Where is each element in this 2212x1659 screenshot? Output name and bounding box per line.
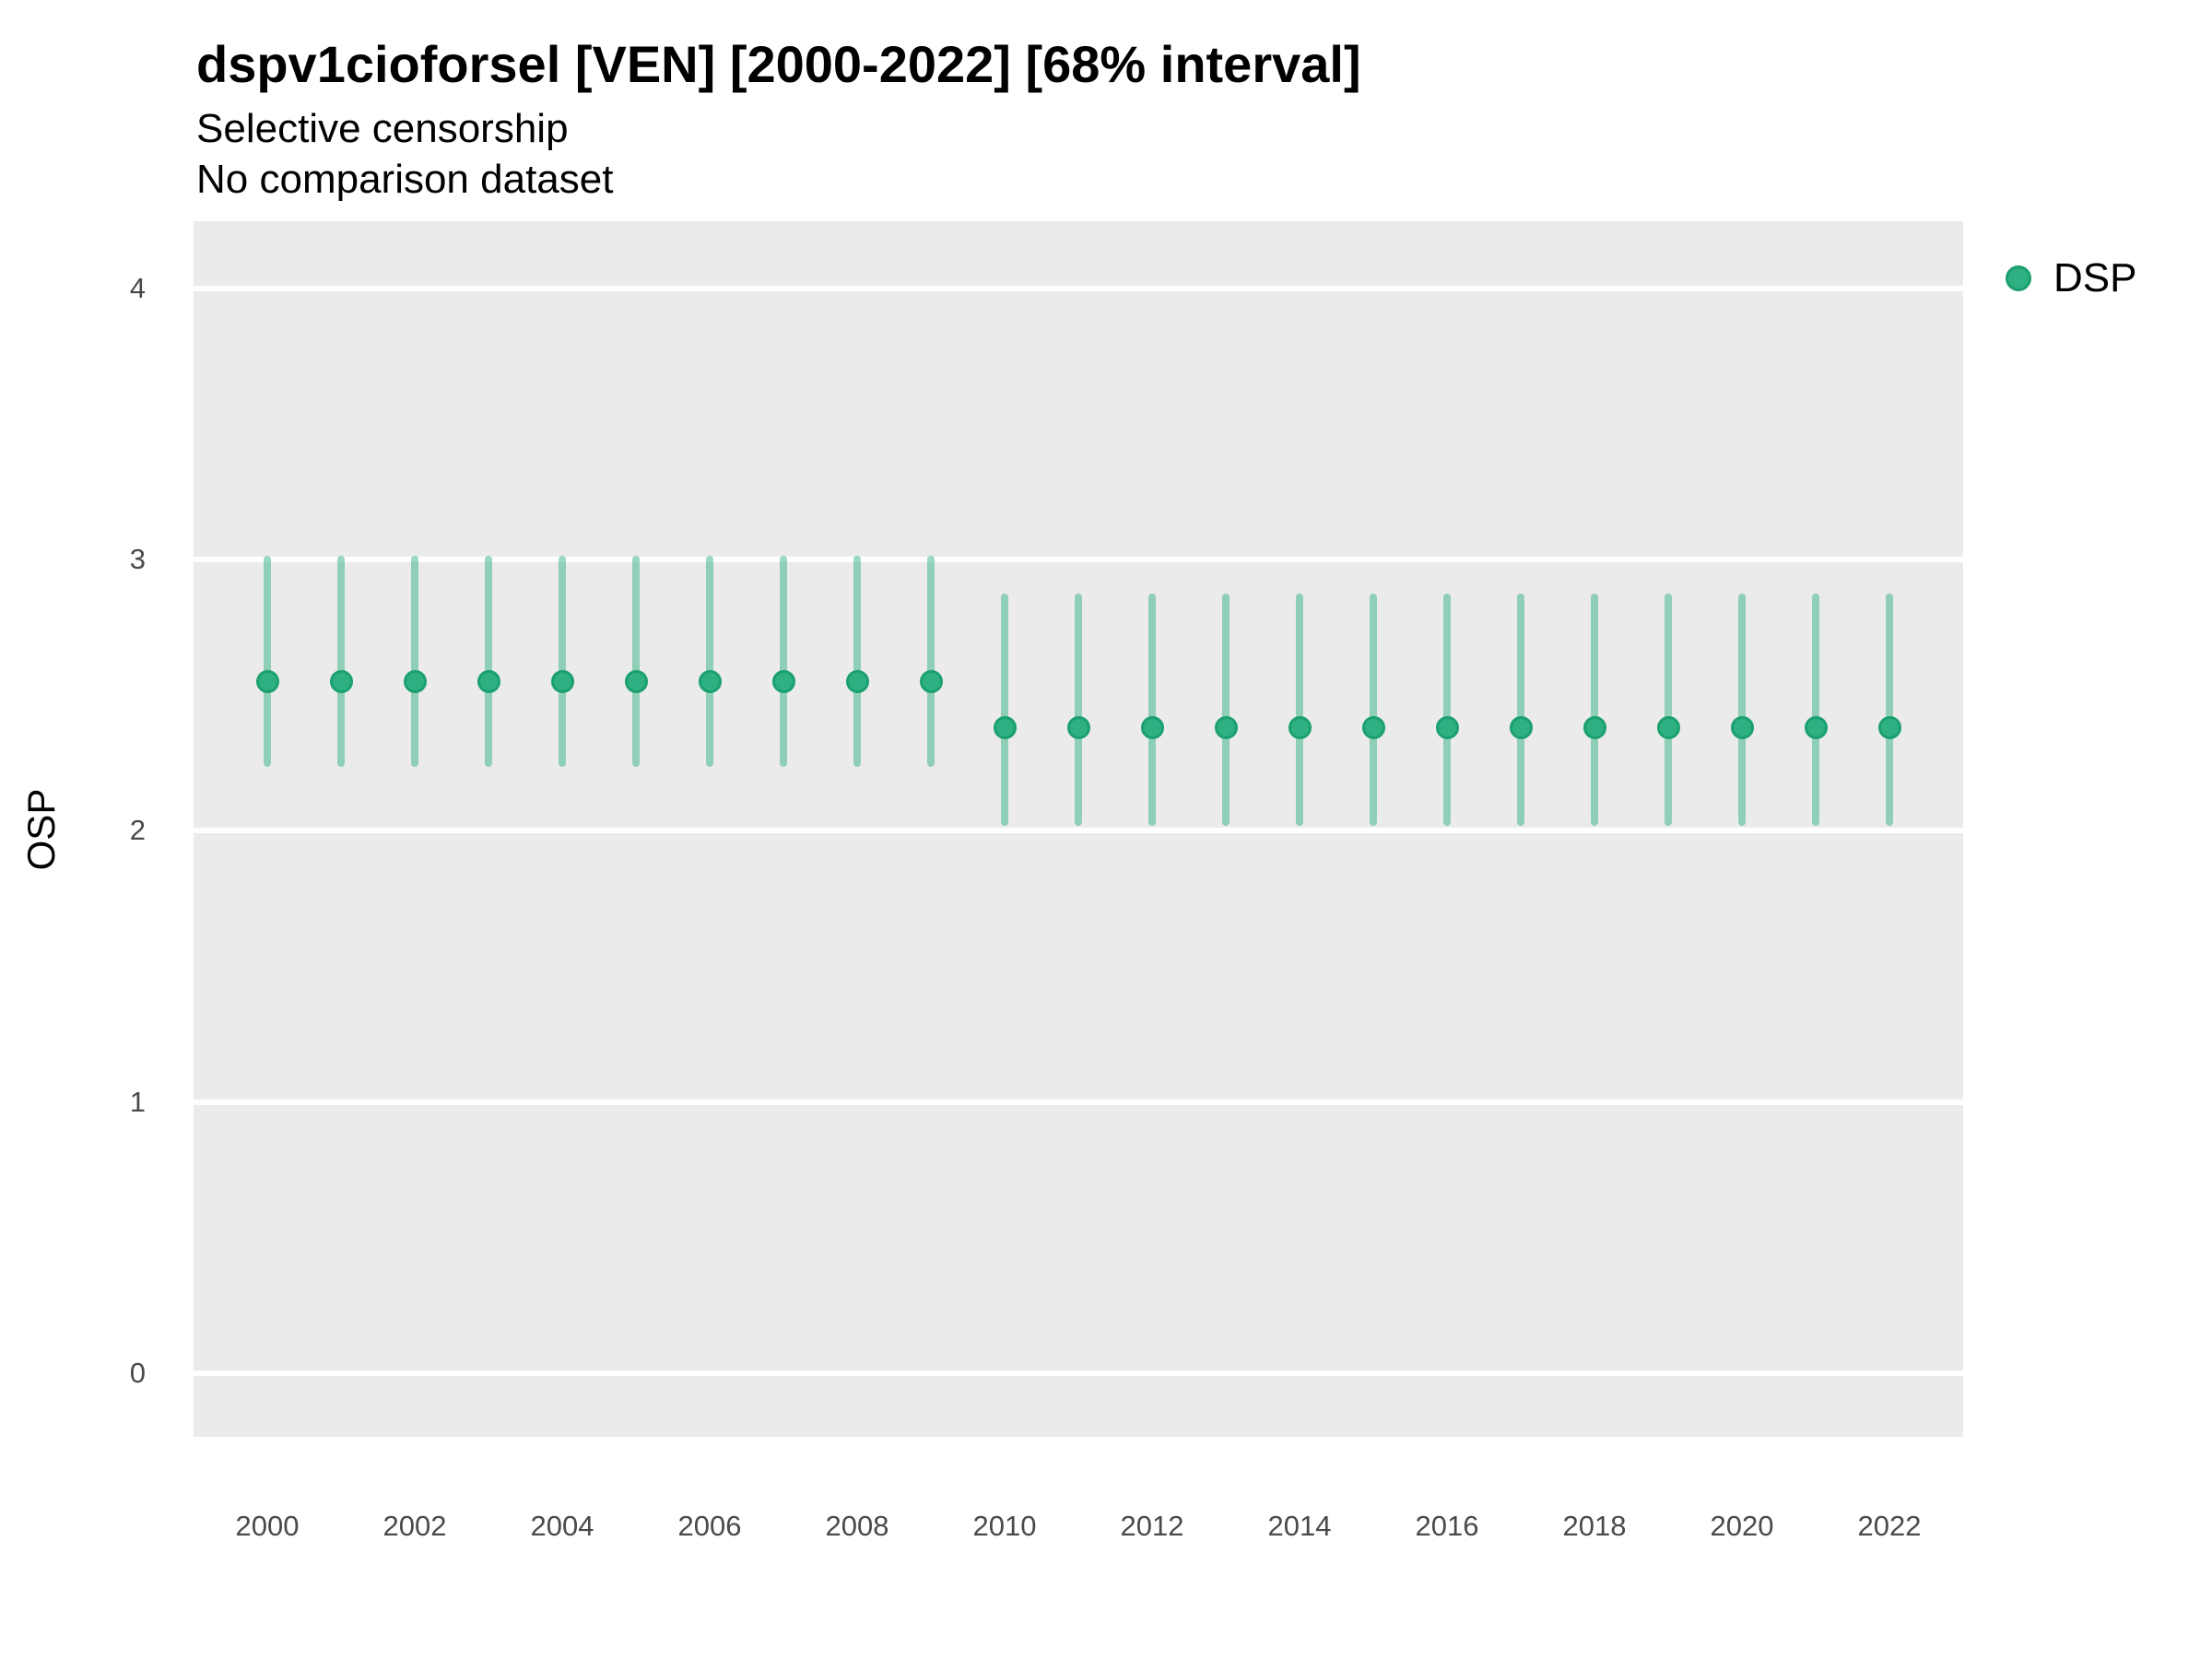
plot-panel [194, 221, 1963, 1437]
point-2001 [329, 669, 353, 693]
interval-bar-2021 [1812, 594, 1819, 827]
interval-bar-2008 [853, 556, 861, 767]
point-2008 [845, 669, 869, 693]
interval-bar-2009 [927, 556, 935, 767]
point-2021 [1804, 715, 1828, 739]
point-2013 [1214, 715, 1238, 739]
interval-bar-2004 [559, 556, 566, 767]
gridline-y-4 [194, 285, 1963, 291]
chart-title: dspv1cioforsel [VEN] [2000-2022] [68% in… [196, 35, 1361, 93]
x-tick-label-2006: 2006 [677, 1510, 742, 1542]
point-2022 [1877, 715, 1901, 739]
interval-bar-2013 [1222, 594, 1230, 827]
point-2014 [1288, 715, 1312, 739]
point-2016 [1435, 715, 1459, 739]
x-tick-label-2010: 2010 [972, 1510, 1037, 1542]
point-2019 [1656, 715, 1680, 739]
x-tick-label-2014: 2014 [1267, 1510, 1332, 1542]
point-2002 [403, 669, 427, 693]
point-2010 [993, 715, 1017, 739]
point-2000 [255, 669, 279, 693]
interval-bar-2015 [1370, 594, 1377, 827]
y-tick-label-4: 4 [129, 271, 146, 304]
x-tick-label-2004: 2004 [530, 1510, 594, 1542]
gridline-y-2 [194, 828, 1963, 834]
interval-bar-2005 [632, 556, 640, 767]
interval-bar-2003 [485, 556, 492, 767]
x-tick-label-2002: 2002 [382, 1510, 447, 1542]
interval-bar-2011 [1075, 594, 1082, 827]
x-tick-label-2008: 2008 [825, 1510, 889, 1542]
y-tick-label-0: 0 [129, 1357, 146, 1389]
interval-bar-2001 [337, 556, 345, 767]
point-2007 [771, 669, 795, 693]
gridline-y-3 [194, 557, 1963, 562]
interval-bar-2016 [1443, 594, 1451, 827]
point-2012 [1140, 715, 1164, 739]
x-tick-label-2022: 2022 [1857, 1510, 1922, 1542]
interval-bar-2010 [1001, 594, 1008, 827]
point-2020 [1730, 715, 1754, 739]
x-tick-label-2018: 2018 [1562, 1510, 1627, 1542]
interval-bar-2017 [1517, 594, 1524, 827]
interval-bar-2014 [1296, 594, 1303, 827]
interval-bar-2018 [1591, 594, 1598, 827]
point-2003 [477, 669, 500, 693]
point-2006 [698, 669, 722, 693]
point-2005 [624, 669, 648, 693]
interval-bar-2020 [1738, 594, 1746, 827]
interval-bar-2019 [1665, 594, 1672, 827]
chart-subtitle-line2: No comparison dataset [196, 157, 614, 202]
x-tick-label-2020: 2020 [1710, 1510, 1774, 1542]
y-tick-label-1: 1 [129, 1085, 146, 1118]
legend-point-icon [2006, 265, 2031, 291]
gridline-y-1 [194, 1099, 1963, 1105]
gridline-y-0 [194, 1371, 1963, 1376]
x-tick-label-2012: 2012 [1120, 1510, 1184, 1542]
interval-bar-2007 [780, 556, 787, 767]
interval-bar-2002 [411, 556, 418, 767]
interval-bar-2000 [264, 556, 271, 767]
x-tick-label-2000: 2000 [235, 1510, 300, 1542]
y-tick-label-3: 3 [129, 543, 146, 575]
point-2018 [1583, 715, 1606, 739]
point-2015 [1361, 715, 1385, 739]
x-tick-label-2016: 2016 [1415, 1510, 1479, 1542]
y-tick-label-2: 2 [129, 814, 146, 847]
chart-subtitle-line1: Selective censorship [196, 106, 569, 151]
point-2004 [550, 669, 574, 693]
interval-bar-2006 [706, 556, 713, 767]
point-2017 [1509, 715, 1533, 739]
point-2009 [919, 669, 943, 693]
interval-bar-2022 [1886, 594, 1893, 827]
point-2011 [1066, 715, 1090, 739]
interval-bar-2012 [1148, 594, 1156, 827]
legend-label: DSP [2053, 255, 2137, 300]
